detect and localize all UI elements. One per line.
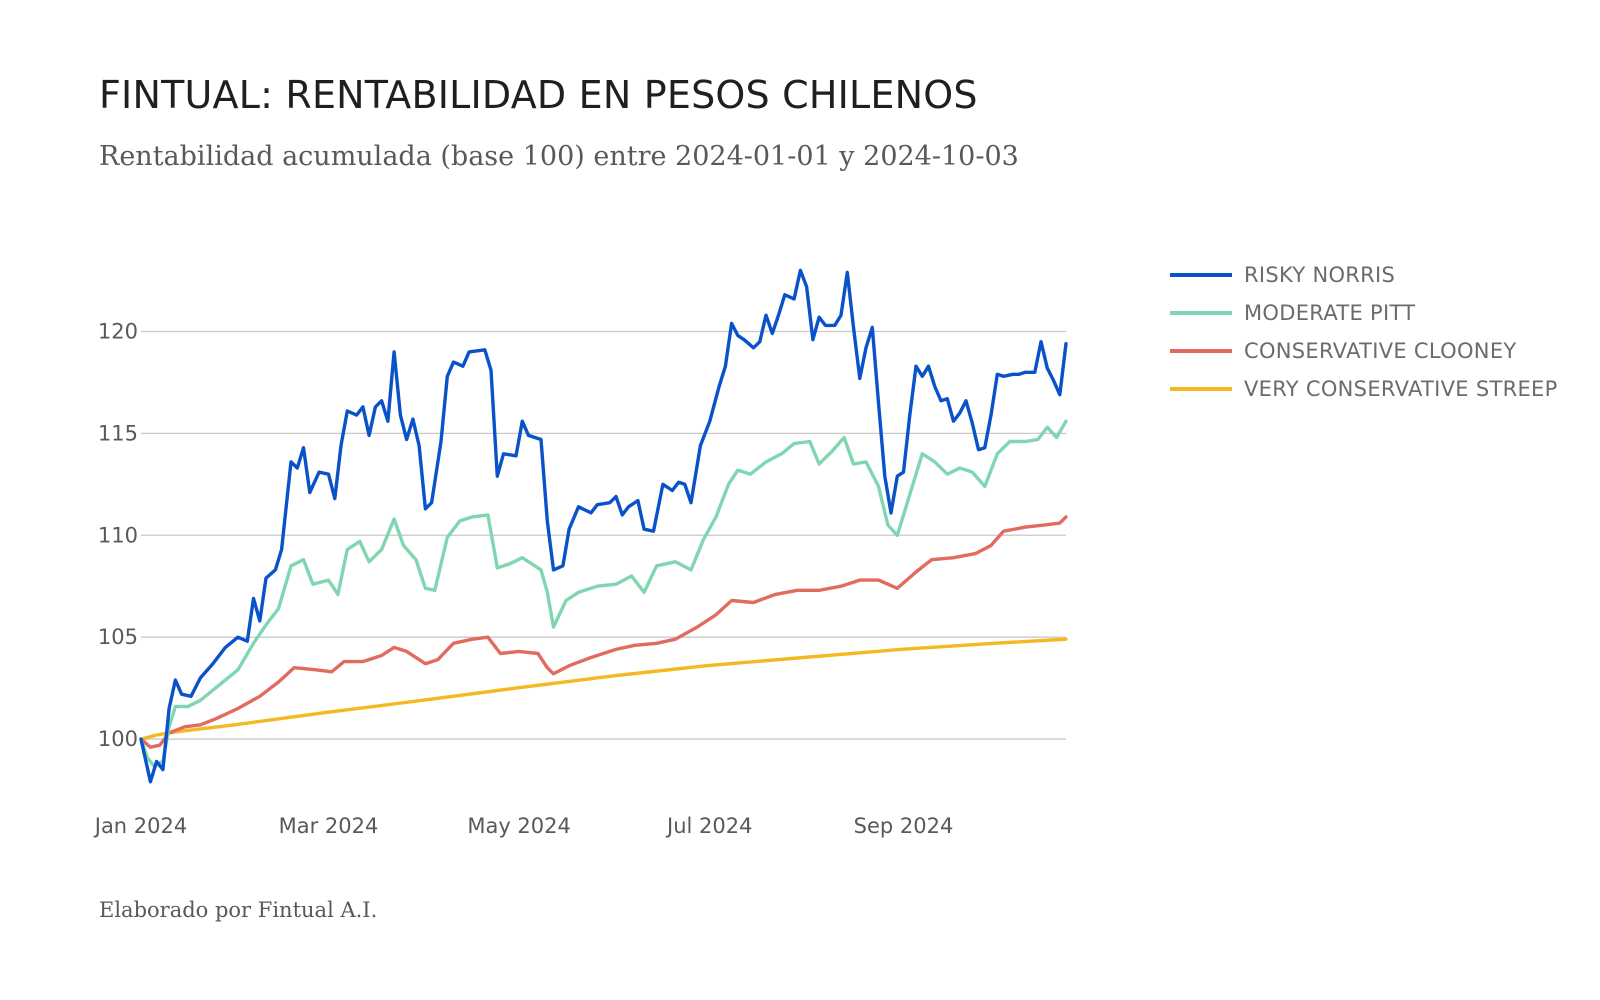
legend-label: CONSERVATIVE CLOONEY — [1244, 339, 1517, 363]
legend: RISKY NORRIS MODERATE PITT CONSERVATIVE CL… — [1170, 256, 1558, 408]
legend-swatch — [1170, 349, 1232, 353]
x-tick-label: Mar 2024 — [279, 814, 379, 838]
y-tick-label: 105 — [98, 625, 138, 649]
legend-label: MODERATE PITT — [1244, 301, 1416, 325]
y-axis: 100 105 110 115 120 — [98, 320, 138, 752]
chart-title: FINTUAL: RENTABILIDAD EN PESOS CHILENOS — [99, 73, 978, 117]
x-tick-label: Jul 2024 — [665, 814, 752, 838]
y-tick-label: 115 — [98, 421, 138, 445]
series-line-moderate-pitt — [139, 419, 1068, 768]
series-line-conservative-clooney — [139, 515, 1068, 749]
legend-item: MODERATE PITT — [1170, 294, 1558, 332]
y-tick-label: 100 — [98, 727, 138, 751]
y-tick-label: 110 — [98, 523, 138, 547]
legend-label: RISKY NORRIS — [1244, 263, 1396, 287]
legend-label: VERY CONSERVATIVE STREEP — [1244, 377, 1558, 401]
legend-swatch — [1170, 273, 1232, 277]
gridlines — [141, 330, 1066, 740]
source-note: Elaborado por Fintual A.I. — [99, 898, 378, 922]
x-tick-label: Jan 2024 — [93, 814, 188, 838]
x-axis: Jan 2024 Mar 2024 May 2024 Jul 2024 Sep 2024 — [93, 814, 954, 838]
series-lines — [139, 268, 1068, 784]
legend-swatch — [1170, 387, 1232, 391]
x-tick-label: May 2024 — [467, 814, 571, 838]
series-line-risky-norris — [139, 268, 1068, 784]
legend-item: RISKY NORRIS — [1170, 256, 1558, 294]
legend-item: VERY CONSERVATIVE STREEP — [1170, 370, 1558, 408]
legend-item: CONSERVATIVE CLOONEY — [1170, 332, 1558, 370]
chart-subtitle: Rentabilidad acumulada (base 100) entre … — [99, 141, 1019, 172]
y-tick-label: 120 — [98, 320, 138, 344]
x-tick-label: Sep 2024 — [854, 814, 954, 838]
legend-swatch — [1170, 311, 1232, 315]
